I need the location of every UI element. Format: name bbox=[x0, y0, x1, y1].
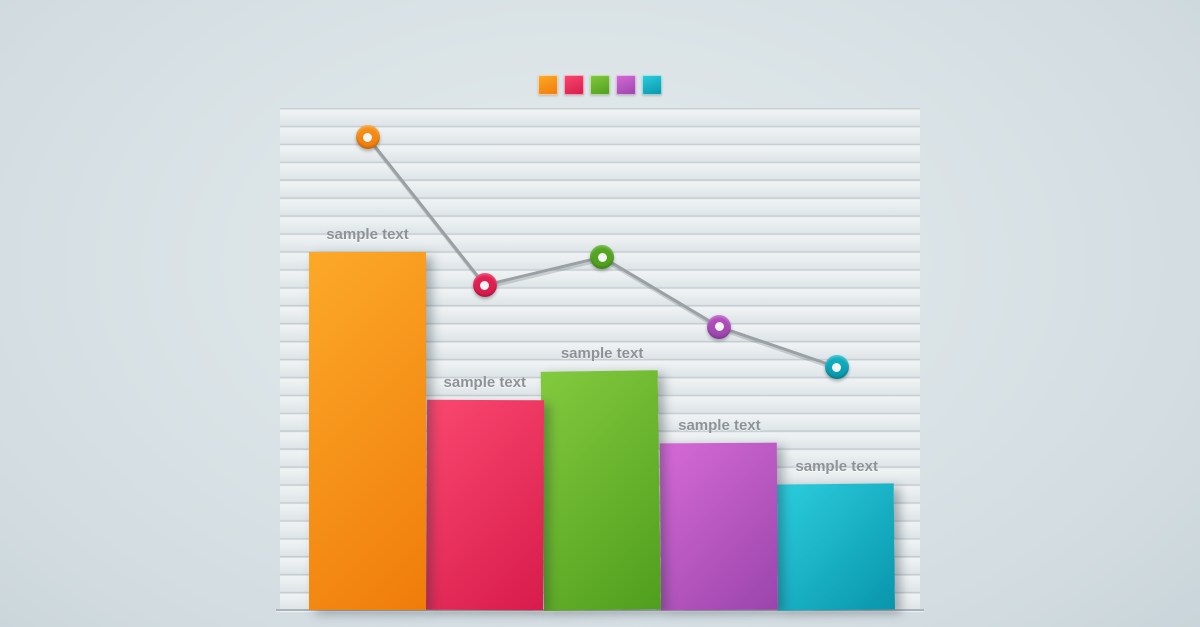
legend-swatch-green bbox=[590, 75, 610, 95]
line-marker-cyan bbox=[824, 355, 849, 380]
line-marker-orange bbox=[355, 125, 380, 150]
bar-label-orange: sample text bbox=[326, 226, 409, 244]
plot-area: sample text sample text sample text sample … bbox=[276, 108, 924, 611]
x-axis-baseline bbox=[276, 609, 924, 611]
bar-label-pink: sample text bbox=[443, 374, 527, 392]
line-marker-pink bbox=[472, 273, 497, 298]
legend-swatch-cyan bbox=[642, 75, 662, 95]
legend-swatch-purple bbox=[616, 75, 636, 95]
marker-hole bbox=[363, 132, 372, 142]
chart-legend bbox=[538, 75, 662, 95]
marker-hole bbox=[480, 280, 490, 290]
bar-label-green: sample text bbox=[560, 345, 644, 363]
marker-hole bbox=[597, 252, 607, 262]
legend-swatch-pink bbox=[564, 75, 584, 95]
marker-hole bbox=[832, 362, 842, 372]
bar-label-purple: sample text bbox=[678, 416, 761, 434]
line-marker-purple bbox=[707, 314, 732, 339]
legend-swatch-orange bbox=[538, 75, 558, 95]
line-marker-green bbox=[590, 245, 615, 270]
bar-label-cyan: sample text bbox=[795, 458, 878, 475]
bar-orange bbox=[309, 252, 426, 610]
marker-hole bbox=[714, 322, 724, 332]
